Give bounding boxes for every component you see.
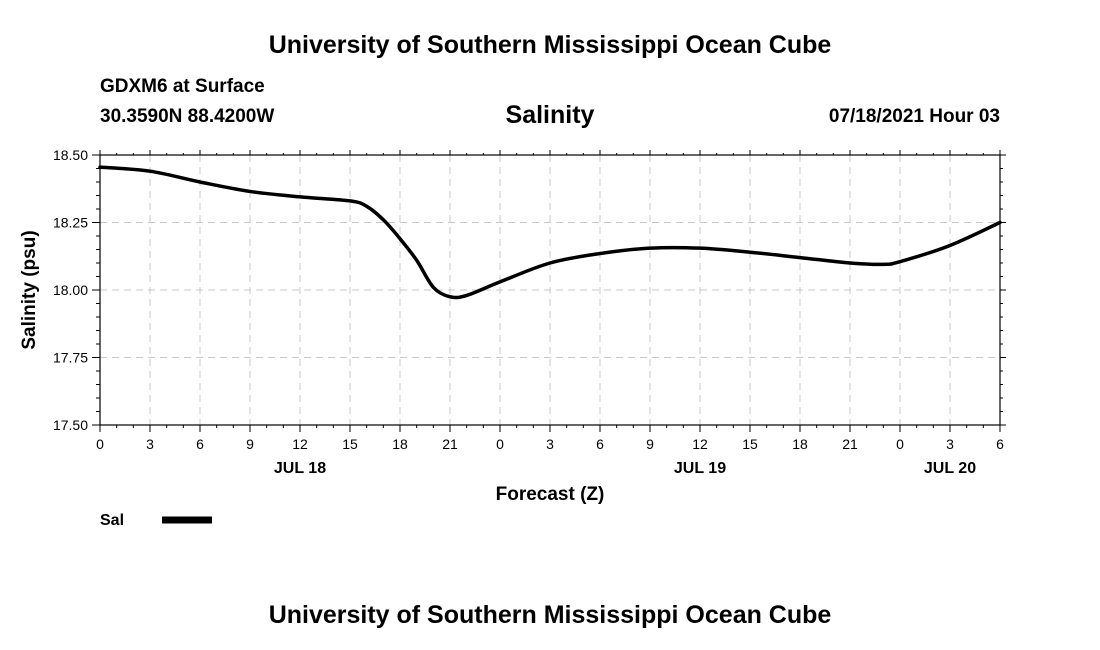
series-layer bbox=[98, 165, 1002, 300]
x-date-label: JUL 20 bbox=[924, 460, 976, 477]
x-tick-label: 18 bbox=[392, 436, 408, 452]
y-tick-label: 18.25 bbox=[53, 215, 88, 231]
x-tick-label: 18 bbox=[792, 436, 808, 452]
y-tick-label: 17.50 bbox=[53, 417, 88, 433]
x-tick-label: 0 bbox=[96, 436, 104, 452]
x-tick-label: 6 bbox=[996, 436, 1004, 452]
x-tick-label: 3 bbox=[546, 436, 554, 452]
legend-label-sal: Sal bbox=[100, 512, 124, 529]
y-tick-label: 17.75 bbox=[53, 350, 88, 366]
x-tick-label: 0 bbox=[496, 436, 504, 452]
x-tick-label: 3 bbox=[946, 436, 954, 452]
page-title: University of Southern Mississippi Ocean… bbox=[268, 31, 832, 59]
y-axis-label: Salinity (psu) bbox=[19, 230, 40, 349]
series-line-sal bbox=[98, 165, 1002, 300]
coordinates-label: 30.3590N 88.4200W bbox=[100, 106, 275, 127]
x-tick-label: 9 bbox=[246, 436, 254, 452]
x-tick-label: 21 bbox=[442, 436, 458, 452]
x-tick-label: 6 bbox=[596, 436, 604, 452]
forecast-date-label: 07/18/2021 Hour 03 bbox=[828, 106, 1000, 127]
x-tick-label: 9 bbox=[646, 436, 654, 452]
legend: Sal bbox=[100, 512, 212, 529]
y-tick-label: 18.50 bbox=[53, 147, 88, 163]
grid-lines bbox=[100, 155, 1000, 425]
x-tick-label: 21 bbox=[842, 436, 858, 452]
x-tick-label: 12 bbox=[292, 436, 308, 452]
y-tick-label: 18.00 bbox=[53, 282, 88, 298]
axes: 17.50 17.75 18.00 18.25 18.50 0 3 6 9 12 15 18 21 0 3 6… bbox=[53, 147, 1006, 477]
x-tick-label: 12 bbox=[692, 436, 708, 452]
station-label: GDXM6 at Surface bbox=[100, 76, 265, 97]
plot-frame bbox=[99, 154, 1001, 426]
x-axis-label: Forecast (Z) bbox=[496, 484, 605, 505]
x-date-label: JUL 19 bbox=[674, 460, 726, 477]
x-tick-label: 3 bbox=[146, 436, 154, 452]
footer-title: University of Southern Mississippi Ocean… bbox=[268, 601, 832, 629]
x-tick-label: 15 bbox=[342, 436, 358, 452]
chart-title: Salinity bbox=[505, 101, 595, 129]
x-tick-label: 6 bbox=[196, 436, 204, 452]
x-tick-label: 0 bbox=[896, 436, 904, 452]
x-tick-label: 15 bbox=[742, 436, 758, 452]
x-date-label: JUL 18 bbox=[274, 460, 326, 477]
